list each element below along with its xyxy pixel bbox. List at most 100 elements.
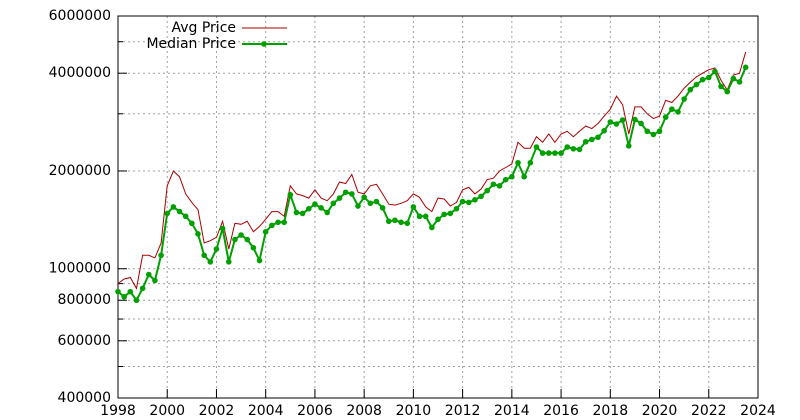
data-point [681, 96, 687, 102]
data-point [656, 128, 663, 135]
data-point [262, 228, 269, 235]
data-point [718, 83, 724, 90]
data-point [742, 64, 749, 71]
data-point [232, 236, 238, 243]
x-tick-label: 2016 [543, 403, 579, 419]
data-point [644, 128, 651, 135]
data-point [379, 205, 386, 211]
data-point [724, 88, 731, 95]
data-point [558, 150, 564, 156]
data-point [355, 203, 361, 209]
x-tick-label: 2004 [248, 403, 284, 419]
x-tick-label: 2012 [445, 403, 481, 419]
data-point [601, 127, 607, 134]
data-point [435, 216, 441, 223]
data-point [539, 150, 546, 156]
data-point [361, 194, 367, 201]
x-tick-label: 2002 [199, 403, 235, 419]
data-point [527, 159, 534, 166]
data-point [496, 183, 503, 189]
data-point [127, 288, 134, 295]
data-point [478, 193, 484, 200]
data-point [324, 209, 331, 216]
data-point [275, 219, 281, 226]
data-point [564, 144, 571, 150]
data-point [613, 121, 620, 127]
x-tick-label: 2020 [642, 403, 678, 419]
data-point [472, 197, 478, 203]
legend-label: Avg Price [171, 20, 236, 36]
x-tick-label: 2024 [740, 403, 776, 419]
y-tick-label: 600000 [58, 333, 111, 349]
y-tick-label: 6000000 [49, 8, 111, 24]
data-point [170, 204, 177, 210]
legend-marker [261, 41, 267, 47]
data-point [182, 213, 189, 220]
data-point [256, 257, 263, 264]
data-point [158, 252, 164, 259]
data-point [429, 224, 435, 231]
data-point [139, 285, 146, 292]
data-point [521, 173, 527, 180]
data-point [705, 74, 712, 81]
data-point [515, 159, 521, 166]
data-point [459, 198, 466, 205]
data-point [410, 204, 417, 210]
data-point [509, 173, 515, 180]
data-point [115, 288, 121, 295]
data-point [219, 225, 226, 232]
x-tick-label: 1998 [100, 403, 136, 419]
plot-frame [117, 15, 759, 399]
data-point [225, 259, 232, 265]
data-point [392, 217, 398, 224]
legend-label: Median Price [146, 36, 236, 52]
data-point [650, 131, 657, 138]
data-point [545, 150, 552, 156]
data-point [293, 209, 300, 216]
data-point [502, 176, 509, 183]
data-point [422, 213, 429, 220]
data-point [305, 205, 312, 212]
data-point [441, 211, 447, 218]
data-point [189, 220, 195, 227]
data-point [207, 259, 214, 265]
data-point [336, 195, 343, 201]
x-tick-label: 2006 [297, 403, 333, 419]
x-tick-label: 2000 [149, 403, 185, 419]
data-point [318, 205, 324, 211]
data-point [662, 114, 669, 120]
y-tick-label: 800000 [58, 292, 111, 308]
data-point [675, 109, 681, 115]
data-point [712, 68, 718, 75]
data-point [164, 210, 171, 217]
data-point [465, 199, 472, 206]
data-point [632, 116, 638, 123]
y-tick-label: 2000000 [49, 163, 111, 179]
x-tick-label: 2014 [494, 403, 530, 419]
data-point [687, 86, 694, 93]
data-point [638, 120, 644, 127]
data-point [342, 189, 349, 196]
data-point [699, 76, 706, 83]
data-point [349, 191, 355, 197]
x-tick-label: 2018 [592, 403, 628, 419]
data-point [607, 119, 614, 125]
data-point [250, 245, 257, 251]
data-point [213, 246, 220, 252]
data-point [589, 136, 595, 143]
series-line [117, 66, 747, 303]
data-point [281, 219, 287, 226]
data-point [299, 210, 306, 217]
data-point [373, 198, 380, 205]
data-point [619, 117, 626, 123]
data-point [244, 236, 251, 243]
data-point [582, 138, 589, 145]
data-point [595, 134, 601, 141]
data-point [312, 201, 318, 208]
data-point [287, 191, 294, 198]
data-point [152, 277, 158, 284]
data-point [484, 187, 491, 194]
data-point [398, 219, 404, 226]
series-line [117, 51, 747, 290]
data-point [490, 181, 497, 188]
